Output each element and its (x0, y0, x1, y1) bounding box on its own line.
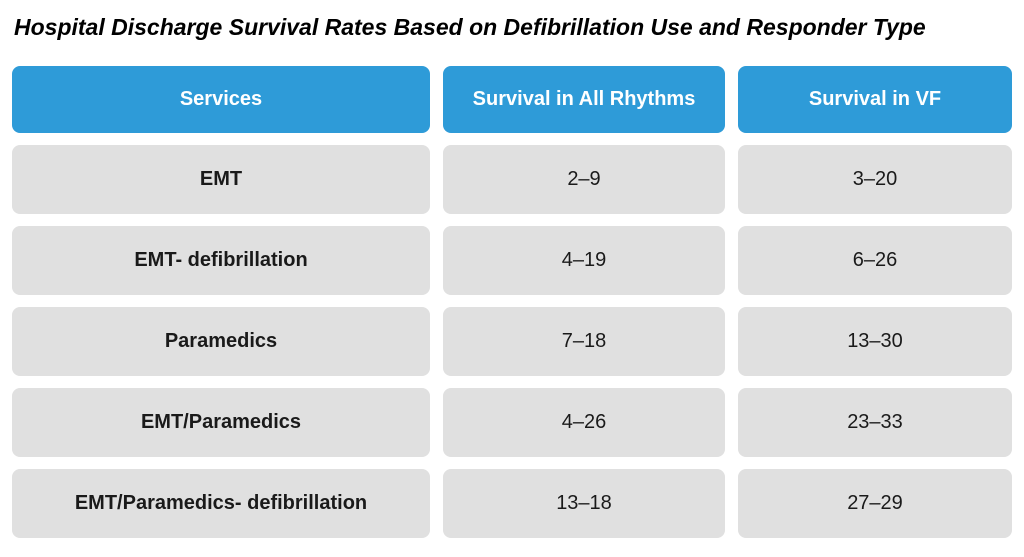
cell-paramedics-all-rhythms: 7–18 (443, 307, 725, 376)
figure-title: Hospital Discharge Survival Rates Based … (14, 14, 926, 40)
row-label-emt-paramedics-defibrillation: EMT/Paramedics- defibrillation (12, 469, 430, 538)
cell-paramedics-vf: 13–30 (738, 307, 1012, 376)
row-label-emt-paramedics: EMT/Paramedics (12, 388, 430, 457)
row-label-emt-defibrillation: EMT- defibrillation (12, 226, 430, 295)
cell-emt-paramedics-vf: 23–33 (738, 388, 1012, 457)
cell-emt-vf: 3–20 (738, 145, 1012, 214)
figure: Hospital Discharge Survival Rates Based … (0, 14, 1024, 557)
column-header-survival-all-rhythms: Survival in All Rhythms (443, 66, 725, 133)
cell-emt-paramedics-defibrillation-all-rhythms: 13–18 (443, 469, 725, 538)
cell-emt-paramedics-all-rhythms: 4–26 (443, 388, 725, 457)
cell-emt-defibrillation-all-rhythms: 4–19 (443, 226, 725, 295)
column-header-services: Services (12, 66, 430, 133)
cell-emt-all-rhythms: 2–9 (443, 145, 725, 214)
column-header-survival-vf: Survival in VF (738, 66, 1012, 133)
cell-emt-paramedics-defibrillation-vf: 27–29 (738, 469, 1012, 538)
survival-rates-table: Services Survival in All Rhythms Surviva… (12, 66, 1012, 538)
row-label-paramedics: Paramedics (12, 307, 430, 376)
cell-emt-defibrillation-vf: 6–26 (738, 226, 1012, 295)
row-label-emt: EMT (12, 145, 430, 214)
